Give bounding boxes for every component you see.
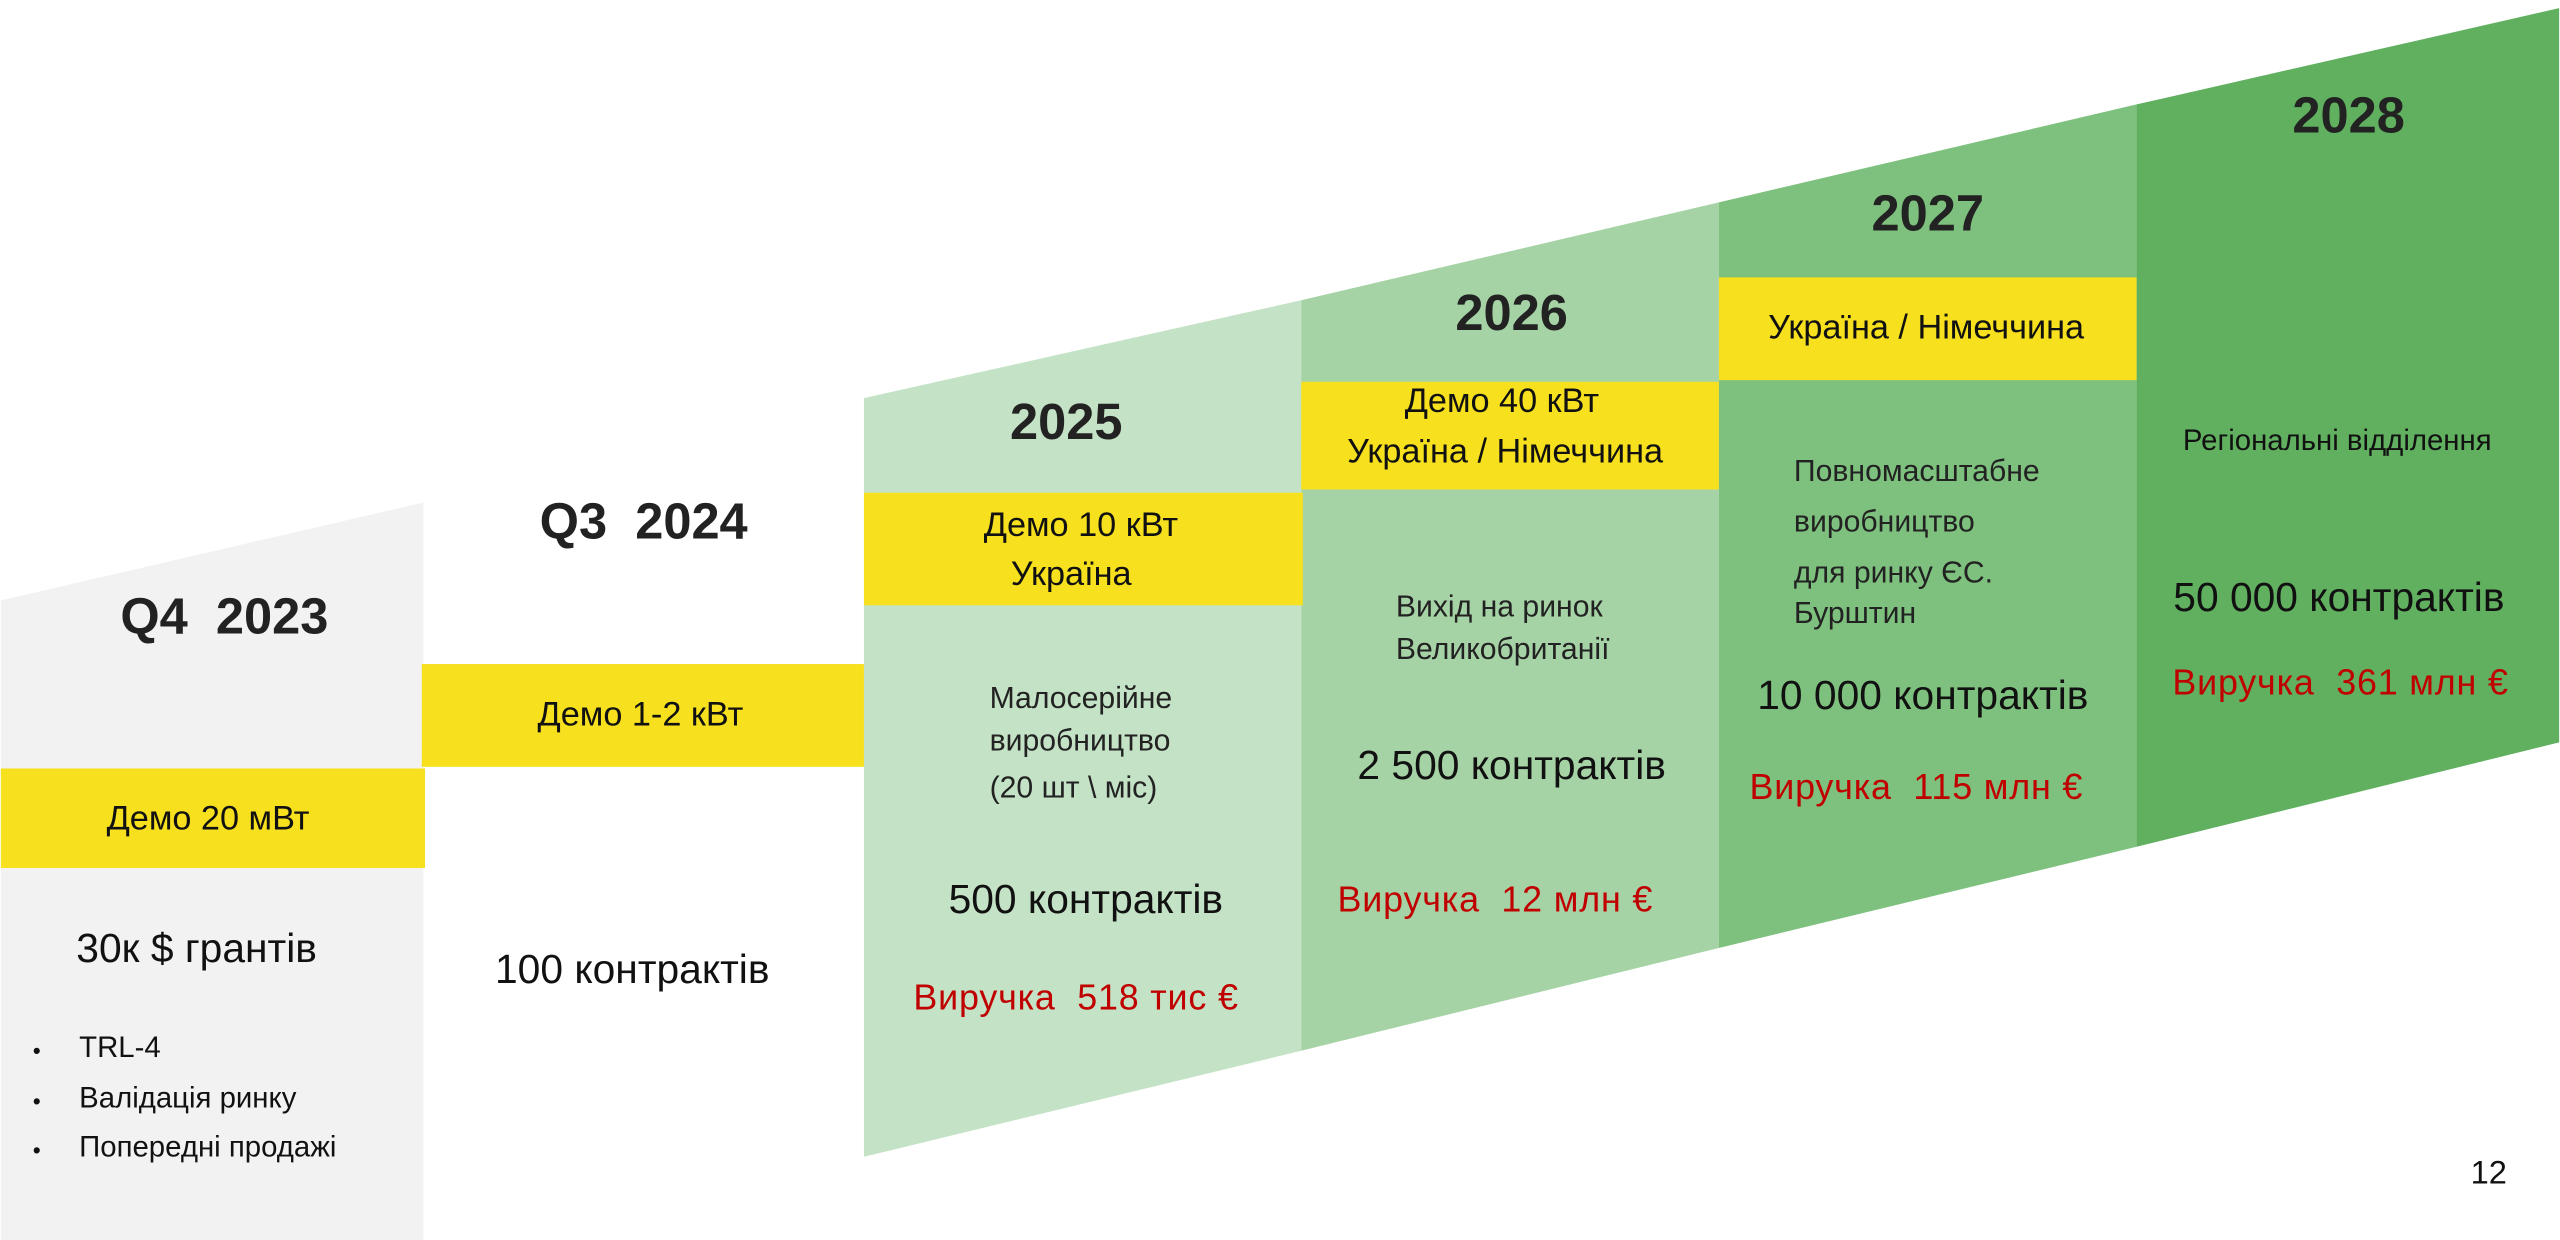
description: виробництво: [1794, 506, 1975, 539]
bullet-dot: •: [33, 1037, 41, 1063]
bullet-dot: •: [33, 1137, 41, 1163]
column-bg: [0, 502, 424, 1240]
demo-box: [1718, 277, 2137, 381]
demo: Демо 10 кВт: [984, 506, 1179, 544]
demo-box: [863, 492, 1303, 606]
demo: Демо 20 мВт: [107, 800, 310, 838]
contracts: 500 контрактів: [949, 876, 1224, 922]
revenue: Виручка 115 млн €: [1749, 767, 2083, 807]
description: Вихід на ринок: [1396, 591, 1604, 624]
year: 2027: [1871, 184, 1983, 241]
revenue: Виручка 361 млн €: [2172, 663, 2508, 703]
year: Q4 2023: [120, 587, 328, 644]
contracts: 50 000 контрактів: [2173, 574, 2504, 620]
description: виробництво: [990, 724, 1171, 757]
demo-box: [1301, 381, 1719, 490]
funding: 30к $ грантів: [76, 925, 317, 971]
revenue: Виручка 12 млн €: [1338, 880, 1654, 920]
year: 2028: [2292, 86, 2404, 143]
demo: Україна / Німеччина: [1768, 309, 2085, 347]
demo: Демо 1-2 кВт: [538, 695, 744, 733]
contracts: 2 500 контрактів: [1357, 742, 1666, 788]
revenue: Виручка 518 тис €: [913, 978, 1238, 1018]
year: 2026: [1455, 284, 1567, 341]
page-number: 12: [2471, 1153, 2507, 1190]
description: для ринку ЄС.: [1794, 556, 1993, 589]
bullet: TRL-4: [79, 1031, 161, 1064]
bullet-dot: •: [33, 1088, 41, 1114]
bullet: Валідація ринку: [79, 1081, 297, 1114]
description: Регіональні відділення: [2183, 424, 2492, 457]
demo-box: [421, 664, 864, 767]
description: Повномасштабне: [1794, 455, 2040, 488]
description: Малосерійне: [990, 682, 1173, 715]
column-bg: [2136, 8, 2560, 847]
contracts: 100 контрактів: [495, 946, 770, 992]
year: Q3 2024: [540, 493, 748, 550]
demo-box: [0, 768, 426, 868]
contracts: 10 000 контрактів: [1757, 672, 2088, 718]
demo: Україна: [1011, 555, 1133, 593]
description: (20 шт \ міс): [990, 772, 1158, 805]
description: Великобританії: [1396, 633, 1610, 666]
year: 2025: [1010, 393, 1122, 450]
bullet: Попередні продажі: [79, 1130, 336, 1163]
demo: Україна / Німеччина: [1347, 433, 1664, 471]
description: Бурштин: [1794, 597, 1916, 630]
demo: Демо 40 кВт: [1405, 382, 1600, 420]
